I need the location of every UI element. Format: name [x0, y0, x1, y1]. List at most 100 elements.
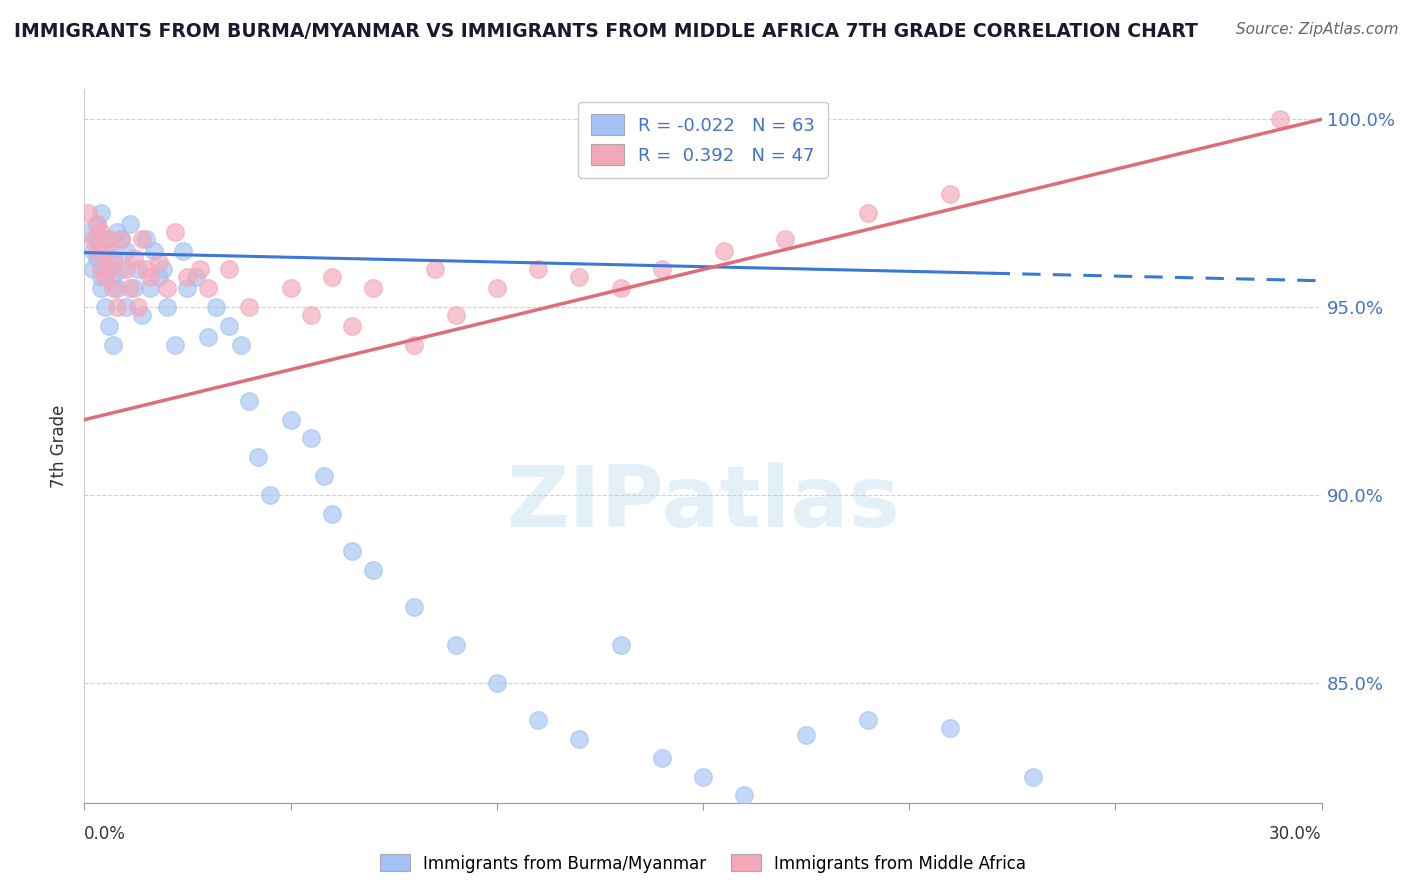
- Point: [82, 262, 104, 277]
- Point: [856, 713, 879, 727]
- Point: [103, 255, 125, 269]
- Legend: R = -0.022   N = 63, R =  0.392   N = 47: R = -0.022 N = 63, R = 0.392 N = 47: [578, 102, 828, 178]
- Point: [131, 232, 153, 246]
- Point: [692, 770, 714, 784]
- Point: [651, 750, 673, 764]
- Point: [156, 300, 179, 314]
- Point: [98, 318, 121, 333]
- Point: [103, 270, 125, 285]
- Point: [114, 262, 136, 277]
- Point: [184, 270, 207, 285]
- Point: [86, 232, 108, 246]
- Point: [110, 232, 132, 246]
- Point: [939, 721, 962, 735]
- Point: [651, 262, 673, 277]
- Point: [205, 300, 228, 314]
- Point: [90, 206, 112, 220]
- Point: [127, 262, 149, 277]
- Point: [321, 507, 343, 521]
- Point: [152, 262, 174, 277]
- Point: [148, 270, 170, 285]
- Point: [165, 337, 187, 351]
- Point: [143, 244, 166, 258]
- Point: [165, 225, 187, 239]
- Point: [794, 728, 817, 742]
- Text: IMMIGRANTS FROM BURMA/MYANMAR VS IMMIGRANTS FROM MIDDLE AFRICA 7TH GRADE CORRELA: IMMIGRANTS FROM BURMA/MYANMAR VS IMMIGRA…: [14, 22, 1198, 41]
- Point: [229, 337, 252, 351]
- Point: [94, 232, 117, 246]
- Point: [122, 251, 145, 265]
- Point: [299, 308, 322, 322]
- Point: [218, 318, 240, 333]
- Point: [94, 270, 117, 285]
- Point: [135, 232, 157, 246]
- Point: [139, 270, 162, 285]
- Point: [733, 789, 755, 803]
- Point: [105, 281, 128, 295]
- Point: [609, 638, 631, 652]
- Point: [188, 262, 211, 277]
- Point: [568, 270, 591, 285]
- Point: [246, 450, 269, 465]
- Point: [114, 244, 136, 258]
- Point: [86, 251, 108, 265]
- Point: [259, 488, 281, 502]
- Point: [176, 281, 198, 295]
- Point: [156, 281, 179, 295]
- Point: [98, 244, 121, 258]
- Point: [118, 218, 141, 232]
- Point: [127, 300, 149, 314]
- Point: [342, 544, 364, 558]
- Point: [110, 232, 132, 246]
- Point: [342, 318, 364, 333]
- Point: [238, 393, 260, 408]
- Point: [86, 218, 108, 232]
- Point: [103, 251, 125, 265]
- Point: [404, 337, 426, 351]
- Point: [609, 281, 631, 295]
- Point: [82, 244, 104, 258]
- Point: [82, 232, 104, 246]
- Point: [176, 270, 198, 285]
- Point: [172, 244, 194, 258]
- Point: [444, 638, 467, 652]
- Point: [197, 330, 219, 344]
- Point: [404, 600, 426, 615]
- Point: [90, 225, 112, 239]
- Y-axis label: 7th Grade: 7th Grade: [51, 404, 69, 488]
- Point: [103, 281, 125, 295]
- Point: [361, 281, 384, 295]
- Point: [90, 270, 112, 285]
- Point: [312, 469, 335, 483]
- Point: [118, 281, 141, 295]
- Point: [105, 225, 128, 239]
- Text: 30.0%: 30.0%: [1270, 825, 1322, 843]
- Point: [105, 300, 128, 314]
- Point: [110, 262, 132, 277]
- Point: [98, 232, 121, 246]
- Point: [86, 218, 108, 232]
- Point: [238, 300, 260, 314]
- Point: [1270, 112, 1292, 127]
- Point: [148, 255, 170, 269]
- Point: [444, 308, 467, 322]
- Point: [122, 281, 145, 295]
- Point: [485, 675, 508, 690]
- Point: [86, 244, 108, 258]
- Point: [94, 244, 117, 258]
- Point: [94, 300, 117, 314]
- Point: [114, 300, 136, 314]
- Point: [321, 270, 343, 285]
- Point: [98, 262, 121, 277]
- Point: [77, 206, 100, 220]
- Point: [94, 262, 117, 277]
- Point: [131, 308, 153, 322]
- Point: [527, 713, 550, 727]
- Point: [90, 262, 112, 277]
- Point: [197, 281, 219, 295]
- Text: ZIPatlas: ZIPatlas: [506, 461, 900, 545]
- Legend: Immigrants from Burma/Myanmar, Immigrants from Middle Africa: Immigrants from Burma/Myanmar, Immigrant…: [373, 847, 1033, 880]
- Point: [1022, 770, 1045, 784]
- Point: [527, 262, 550, 277]
- Point: [77, 225, 100, 239]
